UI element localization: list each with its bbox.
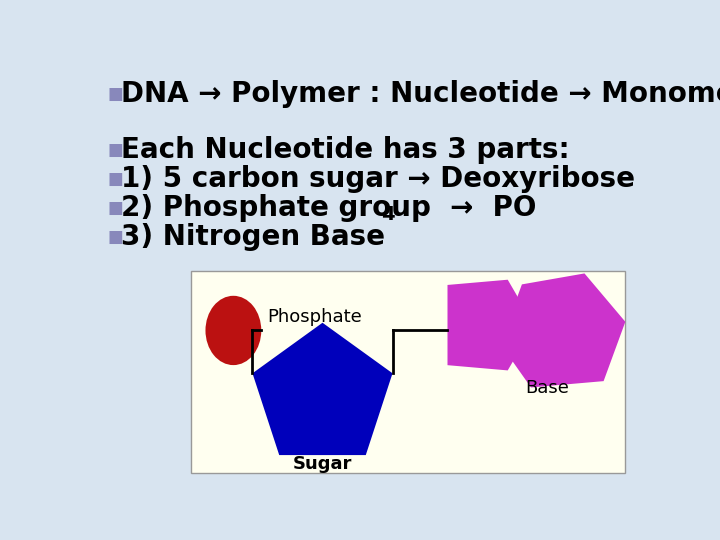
Polygon shape [253, 323, 392, 455]
Text: ■: ■ [107, 228, 123, 246]
Text: ■: ■ [107, 140, 123, 159]
Text: Phosphate: Phosphate [267, 308, 362, 326]
Polygon shape [500, 273, 626, 387]
Polygon shape [448, 280, 534, 370]
Text: ■: ■ [107, 170, 123, 188]
Text: ■: ■ [107, 199, 123, 217]
Text: Base: Base [526, 379, 570, 397]
Ellipse shape [205, 296, 261, 365]
Text: 1) 5 carbon sugar → Deoxyribose: 1) 5 carbon sugar → Deoxyribose [121, 165, 635, 193]
Text: ■: ■ [107, 85, 123, 103]
Text: Each Nucleotide has 3 parts:: Each Nucleotide has 3 parts: [121, 136, 570, 164]
Text: 3) Nitrogen Base: 3) Nitrogen Base [121, 223, 385, 251]
Text: 2) Phosphate group  →  PO: 2) Phosphate group → PO [121, 194, 536, 222]
Text: 4: 4 [381, 205, 395, 224]
Text: DNA → Polymer : Nucleotide → Monomer: DNA → Polymer : Nucleotide → Monomer [121, 80, 720, 108]
Bar [191, 271, 625, 473]
Text: Sugar: Sugar [293, 455, 352, 472]
